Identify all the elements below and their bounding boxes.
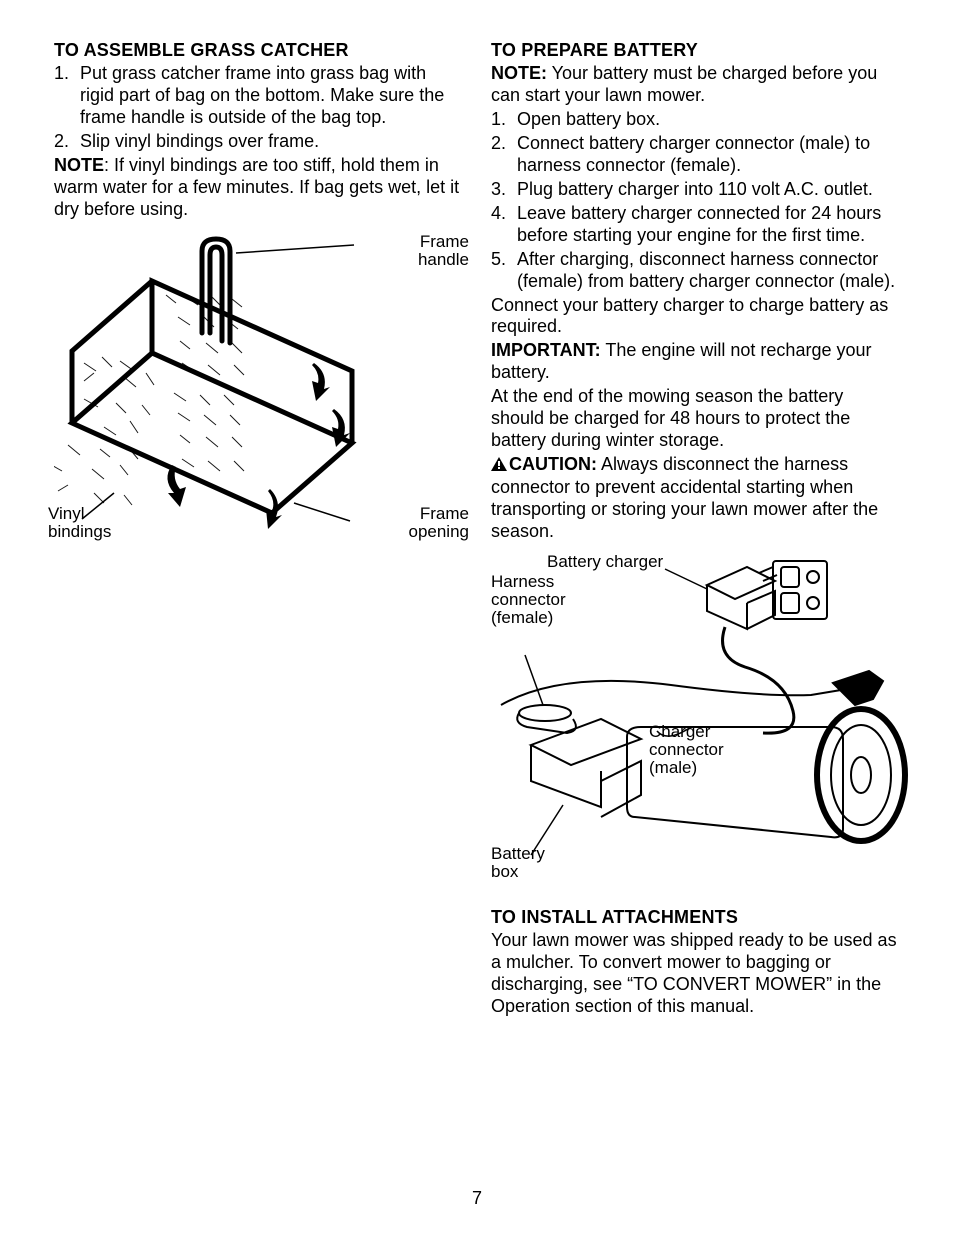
list-number: 1.: [491, 109, 517, 131]
battery-steps-list: 1.Open battery box. 2.Connect battery ch…: [491, 109, 900, 293]
list-text: Leave battery charger connected for 24 h…: [517, 203, 900, 247]
label-charger-1: Charger: [649, 723, 710, 742]
label-vinyl-2: bindings: [48, 523, 111, 542]
label-harness-2: connector: [491, 591, 566, 610]
label-harness-3: (female): [491, 609, 553, 628]
figure-battery-charger: Battery charger Harness connector (femal…: [491, 555, 900, 885]
note-label: NOTE: [54, 155, 104, 175]
list-number: 2.: [491, 133, 517, 177]
list-number: 4.: [491, 203, 517, 247]
caution-paragraph: CAUTION: Always disconnect the harness c…: [491, 454, 900, 543]
label-frame-handle-1: Frame: [420, 233, 469, 252]
note-text: Your battery must be charged before you …: [491, 63, 877, 105]
label-harness-1: Harness: [491, 573, 554, 592]
label-charger-2: connector: [649, 741, 724, 760]
figure-grass-catcher: Frame handle Vinyl bindings Frame openin…: [54, 233, 463, 553]
heading-install-attachments: TO INSTALL ATTACHMENTS: [491, 907, 900, 928]
label-battery-charger: Battery charger: [547, 553, 663, 572]
label-frame-opening-2: opening: [408, 523, 469, 542]
list-number: 3.: [491, 179, 517, 201]
list-number: 5.: [491, 249, 517, 293]
heading-assemble-grass-catcher: TO ASSEMBLE GRASS CATCHER: [54, 40, 463, 61]
note-text: : If vinyl bindings are too stiff, hold …: [54, 155, 459, 219]
list-item: 3.Plug battery charger into 110 volt A.C…: [491, 179, 900, 201]
paragraph: Connect your battery charger to charge b…: [491, 295, 900, 339]
section-install-attachments: TO INSTALL ATTACHMENTS Your lawn mower w…: [491, 907, 900, 1018]
list-item: 4.Leave battery charger connected for 24…: [491, 203, 900, 247]
paragraph: Your lawn mower was shipped ready to be …: [491, 930, 900, 1018]
note-label: NOTE:: [491, 63, 547, 83]
heading-prepare-battery: TO PREPARE BATTERY: [491, 40, 900, 61]
warning-triangle-icon: [491, 455, 507, 477]
paragraph: At the end of the mowing season the batt…: [491, 386, 900, 452]
manual-page: TO ASSEMBLE GRASS CATCHER 1.Put grass ca…: [0, 0, 954, 1235]
list-text: Open battery box.: [517, 109, 900, 131]
list-text: Connect battery charger connector (male)…: [517, 133, 900, 177]
note-paragraph: NOTE: If vinyl bindings are too stiff, h…: [54, 155, 463, 221]
assemble-steps-list: 1.Put grass catcher frame into grass bag…: [54, 63, 463, 153]
list-item: 2.Slip vinyl bindings over frame.: [54, 131, 463, 153]
label-frame-opening-1: Frame: [420, 505, 469, 524]
right-column: TO PREPARE BATTERY NOTE: Your battery mu…: [491, 40, 900, 1020]
label-battery-box-2: box: [491, 863, 518, 882]
list-item: 1.Put grass catcher frame into grass bag…: [54, 63, 463, 129]
left-column: TO ASSEMBLE GRASS CATCHER 1.Put grass ca…: [54, 40, 463, 1020]
list-text: Plug battery charger into 110 volt A.C. …: [517, 179, 900, 201]
label-vinyl-1: Vinyl: [48, 505, 85, 524]
label-frame-handle-2: handle: [418, 251, 469, 270]
list-text: Put grass catcher frame into grass bag w…: [80, 63, 463, 129]
grass-catcher-diagram: [54, 233, 409, 543]
caution-label: CAUTION:: [509, 454, 597, 474]
list-item: 1.Open battery box.: [491, 109, 900, 131]
two-column-layout: TO ASSEMBLE GRASS CATCHER 1.Put grass ca…: [54, 40, 900, 1020]
label-charger-3: (male): [649, 759, 697, 778]
note-paragraph: NOTE: Your battery must be charged befor…: [491, 63, 900, 107]
list-item: 5.After charging, disconnect harness con…: [491, 249, 900, 293]
list-text: Slip vinyl bindings over frame.: [80, 131, 463, 153]
label-battery-box-1: Battery: [491, 845, 545, 864]
important-paragraph: IMPORTANT: The engine will not recharge …: [491, 340, 900, 384]
list-number: 2.: [54, 131, 80, 153]
page-number: 7: [0, 1188, 954, 1209]
important-label: IMPORTANT:: [491, 340, 601, 360]
list-text: After charging, disconnect harness conne…: [517, 249, 900, 293]
list-number: 1.: [54, 63, 80, 129]
list-item: 2.Connect battery charger connector (mal…: [491, 133, 900, 177]
